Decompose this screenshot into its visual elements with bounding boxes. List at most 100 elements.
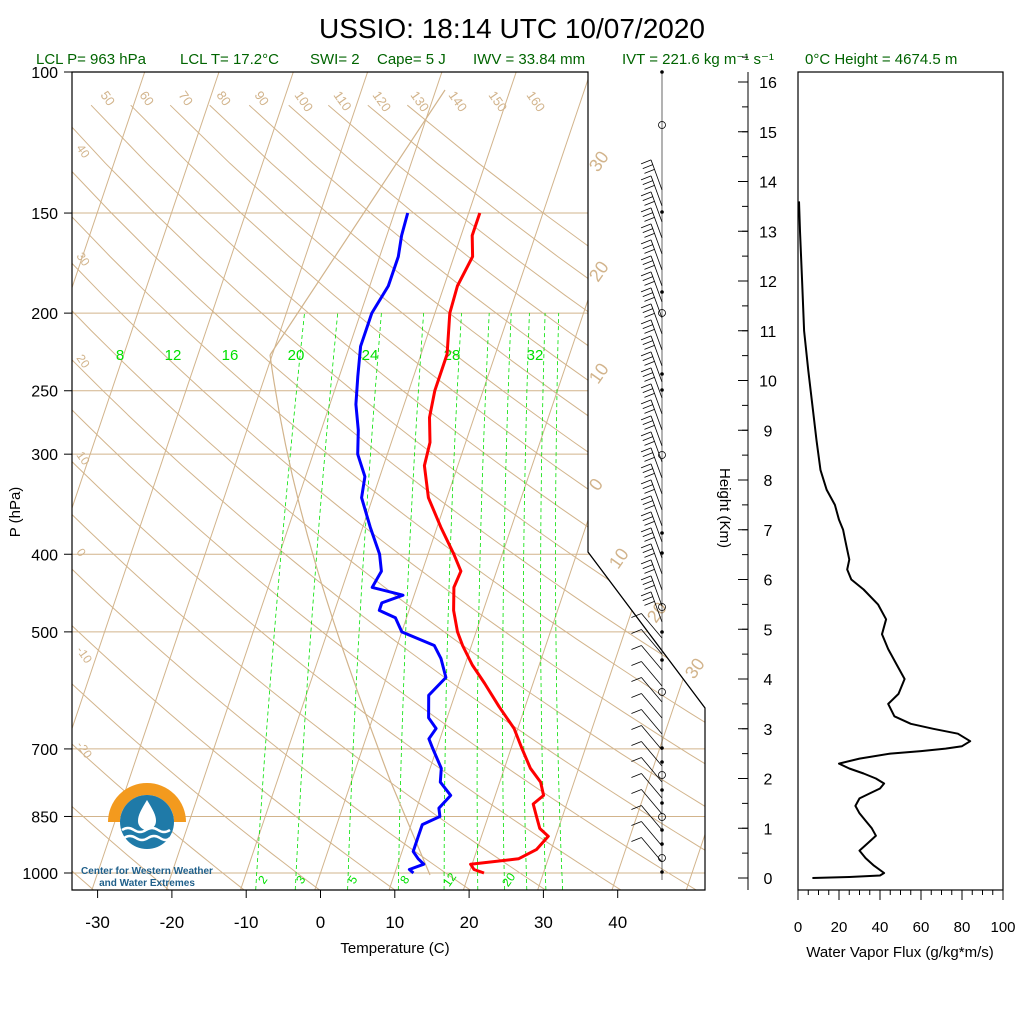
wind-station-dot: [660, 842, 664, 846]
wind-barb-flag: [631, 805, 642, 810]
wind-barb: [650, 543, 663, 575]
dry-adiabat-line: [72, 104, 705, 890]
y-tick-label: 1000: [22, 866, 58, 883]
wind-speed-label: 10: [585, 359, 613, 387]
mixing-ratio-line: [540, 313, 547, 890]
wind-calm-marker: [658, 854, 666, 862]
dry-adiabat-label: 50: [98, 88, 119, 108]
wind-barb: [641, 725, 663, 751]
mixing-ratio-label: 32: [527, 347, 544, 364]
wind-barb-flag: [631, 629, 642, 634]
dry-adiabat-label: 150: [486, 88, 511, 114]
wind-station-dot: [660, 210, 664, 214]
mixing-ratio-line: [443, 313, 462, 890]
dry-adiabat-label: 90: [252, 88, 273, 108]
wind-barb-flag: [640, 159, 652, 165]
wind-barb-flag: [642, 580, 653, 585]
ivt-label: IVT = 221.6 kg m⁻¹ s⁻¹: [622, 51, 774, 68]
wind-barb-flag: [644, 392, 655, 398]
dry-adiabat-label: 160: [524, 88, 549, 114]
wind-barb-flag: [644, 520, 655, 526]
cape-label: Cape= 5 J: [377, 51, 446, 68]
wind-calm-marker: [658, 121, 666, 129]
dry-adiabat-line: [72, 104, 705, 890]
cw3e-logo: [108, 783, 186, 849]
mixing-ratio-line: [347, 313, 382, 890]
wind-calm-marker: [658, 813, 666, 821]
wind-barb: [650, 447, 663, 479]
wind-barb-flag: [642, 500, 653, 505]
wind-barb-flag: [642, 260, 653, 265]
wind-speed-label: 20: [643, 598, 671, 626]
height-tick-label: 13: [759, 224, 777, 241]
flux-x-tick-label: 80: [954, 919, 971, 936]
height-tick-label: 11: [760, 324, 777, 341]
dry-adiabat-line: [130, 104, 705, 890]
y-tick-label: 250: [31, 384, 58, 401]
wind-barb-flag: [642, 356, 653, 361]
flux-border: [797, 71, 1004, 891]
wind-barb-flag: [644, 312, 655, 318]
wind-speed-label: 30: [681, 654, 709, 682]
wind-barb-flag: [642, 164, 653, 169]
height-tick-label: 12: [759, 274, 777, 291]
skew-t-panel: 50 60 70 80 90 100 110 120 130 140 150 160403020100…: [0, 65, 709, 957]
wind-barb-flag: [644, 280, 655, 286]
y-tick-label: 200: [31, 306, 58, 323]
isotherm-line: [0, 72, 70, 890]
wind-barb-flag: [640, 479, 652, 485]
flux-x-tick-label: 60: [913, 919, 930, 936]
wind-barb-flag: [644, 568, 655, 574]
wind-barb-flag: [642, 468, 653, 473]
wind-barb-flag: [640, 351, 652, 357]
mixing-ratio-label: 5: [345, 873, 360, 887]
wind-barb: [650, 175, 663, 207]
wind-barb-flag: [642, 228, 653, 233]
logo-wave-1: [121, 826, 171, 834]
x-tick-label: 20: [460, 913, 479, 932]
wind-barb-flag: [640, 415, 652, 421]
x-axis-label: Temperature (C): [340, 940, 449, 957]
height-tick-label: 8: [764, 473, 773, 490]
height-tick-label: 9: [764, 423, 773, 440]
wind-barb-flag: [631, 661, 642, 666]
wind-station-dot: [660, 658, 664, 662]
wind-barb: [641, 629, 663, 655]
y-axis-label: P (hPa): [7, 487, 24, 538]
wind-barb-flag: [644, 232, 655, 238]
y-tick-label: 700: [31, 742, 58, 759]
wind-barb: [650, 351, 663, 383]
wind-barb-flag: [644, 408, 655, 414]
wind-calm-marker: [658, 688, 666, 696]
chart-subtitle: LCL P= 963 hPa LCL T= 17.2°C SWI= 2 Cape…: [36, 51, 957, 68]
wind-barb-flag: [631, 613, 642, 618]
wind-barb-flag: [644, 584, 655, 590]
wind-barb: [650, 319, 663, 351]
wind-barb: [641, 677, 663, 703]
x-tick-label: 40: [608, 913, 627, 932]
isotherm-line: [388, 72, 666, 890]
wind-barb-flag: [642, 372, 653, 377]
wind-barb-flag: [631, 645, 642, 650]
wind-barb-flag: [644, 440, 655, 446]
height-tick-label: 7: [764, 523, 773, 540]
wind-barb-flag: [644, 296, 655, 302]
wind-barb-flag: [642, 292, 653, 297]
wind-barb: [650, 383, 663, 415]
dry-adiabat-label: 120: [370, 88, 395, 114]
wind-barb-flag: [644, 456, 655, 462]
dry-adiabat-line: [209, 104, 705, 890]
wind-barb: [650, 223, 663, 255]
wind-barb-flag: [644, 360, 655, 366]
temperature-series: [422, 212, 550, 875]
y-tick-label: 500: [31, 625, 58, 642]
mixing-ratio-label: 3: [293, 873, 308, 887]
wind-barb-flag: [642, 196, 653, 201]
y-tick-label: 150: [31, 206, 58, 223]
height-tick-label: 0: [764, 871, 773, 888]
height-tick-label: 15: [759, 125, 777, 142]
lcl-p-label: LCL P= 963 hPa: [36, 51, 147, 68]
wind-barb-flag: [640, 463, 652, 469]
wind-barb-flag: [640, 207, 652, 213]
